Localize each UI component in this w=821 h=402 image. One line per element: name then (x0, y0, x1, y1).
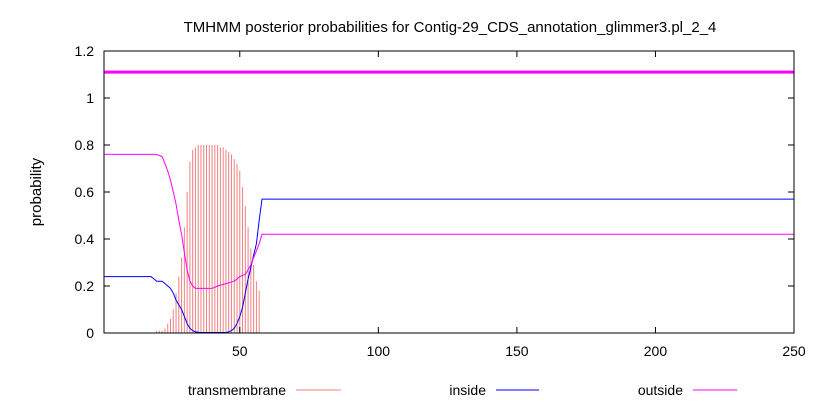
y-tick-label: 1.2 (75, 43, 95, 59)
y-tick-label: 0 (86, 325, 94, 341)
y-tick-label: 0.2 (75, 278, 95, 294)
y-axis: 0 0.2 0.4 0.6 0.8 1 1.2 (75, 43, 794, 341)
plot-frame (103, 50, 795, 334)
chart-title: TMHMM posterior probabilities for Contig… (184, 19, 717, 36)
y-tick-label: 0.8 (75, 137, 95, 153)
x-axis: 50 100 150 200 250 (232, 51, 806, 359)
x-tick-label: 150 (505, 343, 529, 359)
legend-label-outside: outside (638, 382, 683, 398)
legend-label-transmembrane: transmembrane (188, 382, 286, 398)
transmembrane-series (156, 145, 260, 333)
y-tick-label: 0.4 (75, 231, 95, 247)
y-tick-label: 1 (86, 90, 94, 106)
chart-legend: transmembrane inside outside (188, 382, 737, 398)
outside-line (104, 153, 794, 289)
inside-line (104, 198, 794, 333)
x-tick-label: 250 (782, 343, 806, 359)
line-series-group (104, 70, 794, 333)
y-axis-label: probability (28, 157, 45, 226)
plot-area (104, 70, 794, 333)
y-tick-label: 0.6 (75, 184, 95, 200)
x-tick-label: 100 (367, 343, 391, 359)
x-tick-label: 50 (232, 343, 248, 359)
x-tick-label: 200 (644, 343, 668, 359)
legend-label-inside: inside (449, 382, 486, 398)
